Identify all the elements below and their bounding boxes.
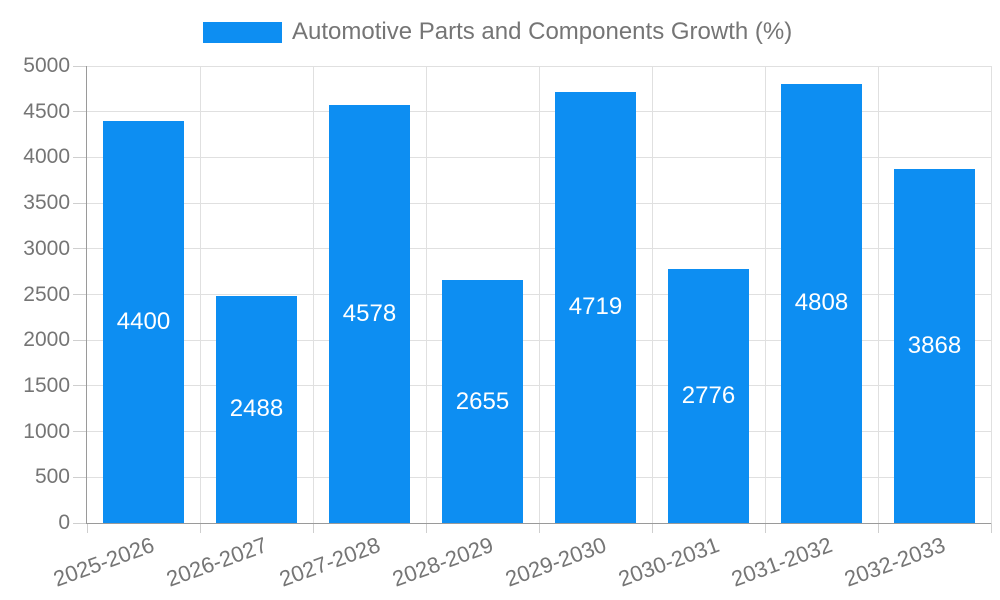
y-tick-label: 3000 bbox=[23, 236, 70, 260]
y-tick-label: 2500 bbox=[23, 282, 70, 306]
y-tick-label: 0 bbox=[58, 511, 70, 534]
bar-value-label: 4808 bbox=[794, 289, 849, 317]
y-tick-label: 500 bbox=[34, 465, 70, 489]
bar bbox=[442, 280, 523, 523]
y-axis-tick bbox=[73, 522, 87, 524]
x-gridline bbox=[990, 66, 992, 523]
bar-value-label: 4719 bbox=[568, 293, 623, 321]
bar bbox=[103, 120, 184, 523]
bar bbox=[329, 104, 410, 523]
x-axis-tick bbox=[651, 523, 653, 533]
y-axis-tick bbox=[73, 431, 87, 433]
bar-value-label: 2776 bbox=[681, 382, 736, 410]
x-gridline bbox=[425, 66, 427, 523]
y-tick-label: 5000 bbox=[23, 54, 70, 77]
bar bbox=[216, 295, 297, 523]
y-axis-tick bbox=[73, 111, 87, 113]
y-axis-tick bbox=[73, 202, 87, 204]
bar-value-label: 3868 bbox=[907, 332, 962, 360]
x-tick-label: 2028-2029 bbox=[389, 532, 497, 592]
x-gridline bbox=[877, 66, 879, 523]
x-axis-tick bbox=[425, 523, 427, 533]
x-gridline bbox=[538, 66, 540, 523]
x-axis-tick bbox=[86, 523, 88, 533]
bar-value-label: 4578 bbox=[342, 299, 397, 327]
bar bbox=[894, 169, 975, 523]
x-tick-label: 2030-2031 bbox=[615, 532, 723, 592]
x-tick-label: 2027-2028 bbox=[276, 532, 384, 592]
x-axis-tick bbox=[312, 523, 314, 533]
x-axis-tick bbox=[877, 523, 879, 533]
y-axis-tick bbox=[73, 65, 87, 67]
y-tick-label: 3500 bbox=[23, 191, 70, 215]
bar bbox=[668, 269, 749, 523]
x-axis-tick bbox=[199, 523, 201, 533]
x-tick-label: 2026-2027 bbox=[163, 532, 271, 592]
y-tick-label: 2000 bbox=[23, 328, 70, 352]
x-gridline bbox=[651, 66, 653, 523]
bar-value-label: 2655 bbox=[455, 387, 510, 415]
y-tick-label: 1500 bbox=[23, 373, 70, 397]
x-axis-tick bbox=[538, 523, 540, 533]
x-tick-label: 2031-2032 bbox=[728, 532, 836, 592]
y-axis-tick bbox=[73, 156, 87, 158]
y-axis-line bbox=[86, 66, 87, 524]
y-axis-tick bbox=[73, 294, 87, 295]
x-axis-tick bbox=[764, 523, 766, 533]
x-gridline bbox=[312, 66, 314, 523]
x-tick-label: 2025-2026 bbox=[50, 532, 158, 592]
x-gridline bbox=[199, 66, 201, 523]
bar-value-label: 4400 bbox=[116, 307, 171, 335]
y-axis-tick bbox=[73, 339, 87, 341]
bar bbox=[781, 83, 862, 523]
y-tick-label: 4000 bbox=[23, 145, 70, 169]
y-axis-tick bbox=[73, 476, 87, 478]
y-tick-label: 1000 bbox=[23, 419, 70, 443]
x-tick-label: 2029-2030 bbox=[502, 532, 610, 592]
bar-value-label: 2488 bbox=[229, 395, 284, 423]
x-axis-line bbox=[86, 523, 991, 524]
y-axis-tick bbox=[73, 385, 87, 387]
y-axis-tick bbox=[73, 248, 87, 250]
x-axis-tick bbox=[990, 523, 992, 533]
legend-label: Automotive Parts and Components Growth (… bbox=[292, 18, 793, 45]
y-tick-label: 4500 bbox=[23, 99, 70, 123]
bar bbox=[555, 91, 636, 523]
x-tick-label: 2032-2033 bbox=[841, 532, 949, 592]
x-gridline bbox=[764, 66, 766, 523]
legend-swatch bbox=[203, 22, 282, 43]
